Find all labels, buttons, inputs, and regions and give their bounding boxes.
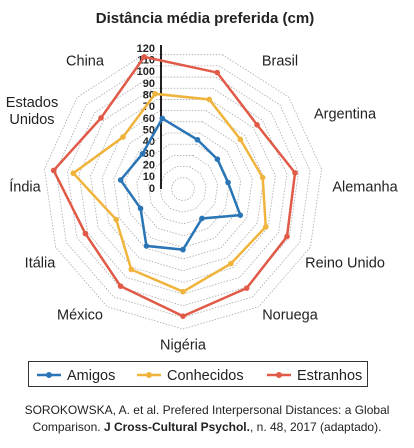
series-line xyxy=(52,55,297,318)
grid-ring xyxy=(55,65,311,318)
data-point xyxy=(117,283,124,289)
source-text: , n. 48, 2017 (adaptado). xyxy=(249,420,382,434)
data-point xyxy=(152,91,158,97)
legend: Amigos Conhecidos Estranhos xyxy=(28,361,368,387)
data-point xyxy=(159,115,166,122)
data-point xyxy=(199,215,205,222)
y-tick-label: 10 xyxy=(143,171,155,183)
grid-ring xyxy=(113,121,253,260)
data-point xyxy=(243,285,250,291)
chart: Distância média preferida (cm) 010203040… xyxy=(44,10,322,330)
data-point xyxy=(137,205,144,212)
axis-label: Reino Unido xyxy=(305,255,385,272)
grid-ring xyxy=(44,54,322,330)
data-point xyxy=(70,170,77,177)
legend-label: Estranhos xyxy=(297,368,362,384)
axis-label: China xyxy=(66,53,104,70)
grid-ring xyxy=(78,87,288,295)
axis-label: Alemanha xyxy=(332,179,398,196)
data-point xyxy=(139,151,146,157)
data-point xyxy=(113,216,119,223)
data-point xyxy=(180,288,186,295)
axis-label: Índia xyxy=(9,179,41,196)
grid-ring xyxy=(147,155,219,225)
data-point xyxy=(180,246,186,253)
data-point xyxy=(262,224,269,230)
data-point xyxy=(141,54,148,60)
data-point xyxy=(117,177,124,183)
data-point xyxy=(292,170,298,176)
y-tick-label: 30 xyxy=(143,148,155,160)
legend-items: Amigos Conhecidos Estranhos xyxy=(37,368,362,384)
data-point xyxy=(237,212,244,218)
grid-ring xyxy=(171,177,195,202)
chart-title: Distância média preferida (cm) xyxy=(96,10,314,27)
axis-label: Estados Unidos xyxy=(5,95,59,128)
grid-ring xyxy=(67,76,299,307)
data-point xyxy=(194,136,201,143)
data-point xyxy=(128,266,135,273)
source-journal: J Cross-Cultural Psychol. xyxy=(103,420,250,434)
grid-ring xyxy=(159,166,207,213)
grid-ring xyxy=(101,110,265,272)
source-text: SOROKOWSKA, A. et al. Prefered Interpers… xyxy=(24,403,390,434)
axis-label: Brasil xyxy=(261,53,299,70)
data-point xyxy=(120,134,126,140)
legend-label: Amigos xyxy=(67,368,115,384)
data-point xyxy=(259,174,266,181)
axis-label: Noruega xyxy=(262,307,318,324)
data-point xyxy=(254,122,260,128)
legend-dot xyxy=(146,372,152,378)
data-point xyxy=(237,136,244,143)
data-point xyxy=(98,115,104,121)
y-tick-label: 100 xyxy=(137,66,155,78)
y-tick-label: 60 xyxy=(143,113,155,125)
axis-label: Argentina xyxy=(313,106,377,123)
axis-label: Itália xyxy=(24,255,56,272)
legend-dot xyxy=(46,372,52,378)
data-point xyxy=(82,230,89,237)
y-tick-label: 120 xyxy=(137,43,155,55)
data-point xyxy=(225,179,231,186)
data-point xyxy=(284,233,290,240)
data-point xyxy=(228,260,234,267)
legend-label: Conhecidos xyxy=(167,368,244,384)
grid-ring xyxy=(124,132,242,248)
data-point xyxy=(50,167,57,174)
y-tick-label: 0 xyxy=(149,183,155,195)
legend-dot xyxy=(276,372,282,378)
data-point xyxy=(143,243,150,249)
data-point xyxy=(180,313,186,319)
data-point xyxy=(214,156,221,163)
data-point xyxy=(206,96,213,103)
series-line xyxy=(71,92,268,294)
series-line xyxy=(119,116,243,251)
y-tick-label: 50 xyxy=(143,125,155,137)
data-point xyxy=(214,69,220,76)
axis-label: México xyxy=(57,307,103,324)
grid-ring xyxy=(90,99,276,283)
axis-label: Nigéria xyxy=(160,337,206,354)
source: SOROKOWSKA, A. et al. Prefered Interpers… xyxy=(0,402,414,436)
y-tick-label: 90 xyxy=(143,78,155,90)
